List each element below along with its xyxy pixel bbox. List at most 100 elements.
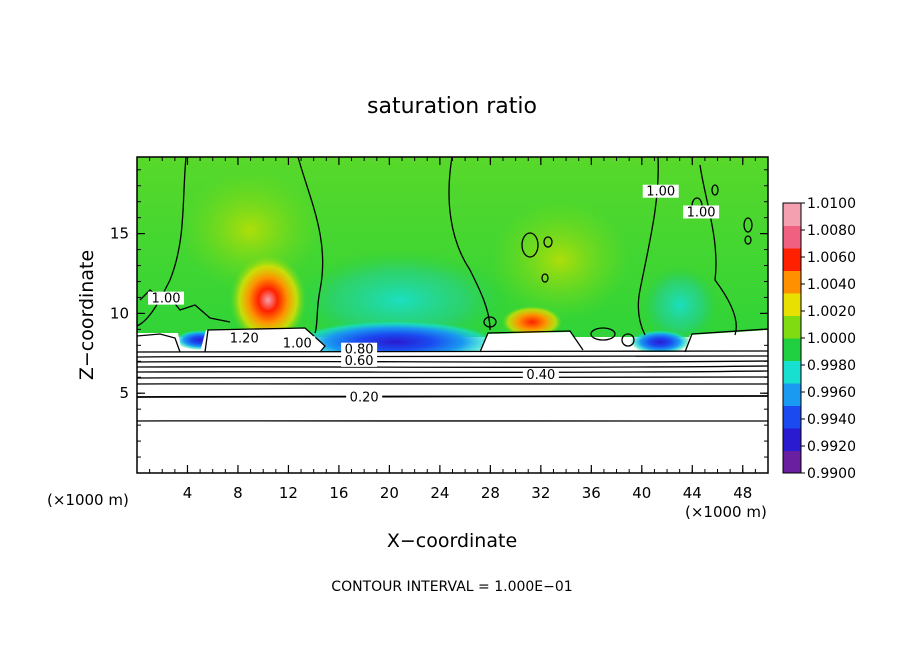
contour-line — [744, 235, 752, 245]
colorbar-swatch — [783, 315, 801, 339]
contour-line — [541, 273, 549, 283]
colorbar-tick-label: 0.9980 — [807, 358, 856, 374]
contour-line — [684, 328, 768, 353]
white-cloud-region — [137, 333, 182, 352]
x-tick-label: 32 — [531, 484, 550, 502]
contour-line — [297, 157, 324, 334]
contour-label: 1.00 — [687, 205, 716, 220]
contour-label-bg — [226, 331, 263, 345]
contour-label: 1.00 — [152, 292, 181, 307]
contour-label-bg — [346, 390, 383, 404]
x-axis: 4 8 12 16 20 24 28 32 36 40 44 48 — [183, 157, 752, 502]
contour-label: 0.60 — [345, 354, 374, 369]
contour-label-bg — [642, 184, 679, 198]
x-tick-label: 20 — [380, 484, 399, 502]
x-tick-label: 8 — [233, 484, 243, 502]
colorbar-tick-label: 1.0020 — [807, 304, 856, 320]
contour-label-bg — [279, 336, 316, 350]
contour-label-bg — [683, 205, 720, 219]
contour-line — [479, 330, 584, 353]
contour-label: 1.00 — [646, 185, 675, 200]
contour-labels: 1.20 1.00 0.800.600.400.201.001.001.00 — [148, 184, 720, 406]
contour-line — [137, 370, 768, 374]
x-tick-label: 4 — [183, 484, 193, 502]
y-axis-label: Z−coordinate — [76, 250, 98, 380]
contour-line — [137, 350, 768, 353]
contour-line — [204, 327, 326, 353]
colorbar-swatch — [783, 450, 801, 474]
colorbar-swatch — [783, 248, 801, 271]
contour-label: 1.00 — [283, 336, 312, 351]
red-maximum — [230, 255, 306, 345]
colorbar-swatch — [783, 383, 801, 406]
contour-line — [137, 360, 768, 363]
chart-title: saturation ratio — [367, 94, 537, 119]
x-tick-label: 12 — [279, 484, 298, 502]
x-unit-right: (×1000 m) — [685, 503, 767, 521]
colorbar-swatch — [783, 338, 801, 361]
colorbar-tick-label: 1.0000 — [807, 331, 856, 347]
contour-line — [137, 376, 768, 379]
white-cloud-region — [685, 330, 768, 352]
x-tick-label: 16 — [329, 484, 348, 502]
x-tick-label: 24 — [430, 484, 449, 502]
colorbar-swatch — [783, 225, 801, 249]
contour-line — [543, 236, 553, 248]
contour-line — [137, 383, 768, 385]
colorbar-tick-label: 1.0060 — [807, 250, 856, 266]
contour-label: 0.20 — [350, 391, 379, 406]
colorbar-swatch — [783, 203, 801, 226]
contour-line — [521, 232, 539, 258]
lower-white-region — [137, 352, 768, 473]
contour-line — [711, 184, 719, 196]
x-tick-label: 44 — [683, 484, 702, 502]
x-tick-label: 28 — [481, 484, 500, 502]
contour-label-bg — [522, 368, 559, 382]
y-axis: 5 10 15 — [110, 225, 768, 402]
x-unit-left: (×1000 m) — [47, 491, 129, 509]
contour-line — [483, 316, 497, 328]
contour-line — [137, 395, 768, 398]
contour-lines — [137, 157, 768, 422]
y-tick-label: 5 — [119, 384, 129, 402]
x-tick-label: 48 — [733, 484, 752, 502]
x-tick-label: 40 — [632, 484, 651, 502]
contour-line — [621, 333, 635, 347]
y-tick-label: 15 — [110, 225, 129, 243]
contour-label-bg — [341, 342, 378, 356]
colorbar-swatch — [783, 270, 801, 294]
red-maximum — [502, 306, 562, 338]
contour-interval-note: CONTOUR INTERVAL = 1.000E−01 — [331, 579, 572, 595]
contour-label-bg — [148, 291, 185, 305]
white-cloud-region — [480, 332, 582, 352]
contour-line — [590, 327, 616, 341]
contour-label: 1.20 — [230, 332, 259, 347]
contour-label-bg — [341, 353, 378, 367]
contour-line — [743, 217, 753, 233]
x-tick-label: 36 — [582, 484, 601, 502]
colorbar-swatch — [783, 293, 801, 316]
contour-line — [139, 289, 231, 323]
colorbar-swatch — [783, 360, 801, 384]
contour-line — [137, 420, 768, 422]
contour-line — [137, 333, 181, 353]
cyan-patch — [640, 265, 720, 345]
colorbar-tick-label: 0.9940 — [807, 412, 856, 428]
contour-line — [699, 164, 737, 336]
x-axis-label: X−coordinate — [387, 530, 517, 552]
colorbar-tick-label: 0.9900 — [807, 466, 856, 482]
contour-line — [137, 365, 768, 369]
colorbar: 0.9900 0.9920 0.9940 0.9960 0.9980 1.0000 1.00… — [782, 196, 856, 482]
blue-minimum — [630, 330, 690, 354]
colorbar-tick-label: 1.0100 — [807, 196, 856, 212]
colorbar-tick-label: 1.0040 — [807, 277, 856, 293]
colorbar-tick-label: 0.9920 — [807, 439, 856, 455]
contour-line — [448, 157, 491, 331]
contour-label: 0.40 — [526, 368, 555, 383]
colorbar-swatch — [783, 405, 801, 429]
colorbar-tick-label: 1.0080 — [807, 223, 856, 239]
heatmap-field — [137, 157, 768, 473]
colorbar-tick-label: 0.9960 — [807, 385, 856, 401]
contour-line — [137, 355, 768, 358]
